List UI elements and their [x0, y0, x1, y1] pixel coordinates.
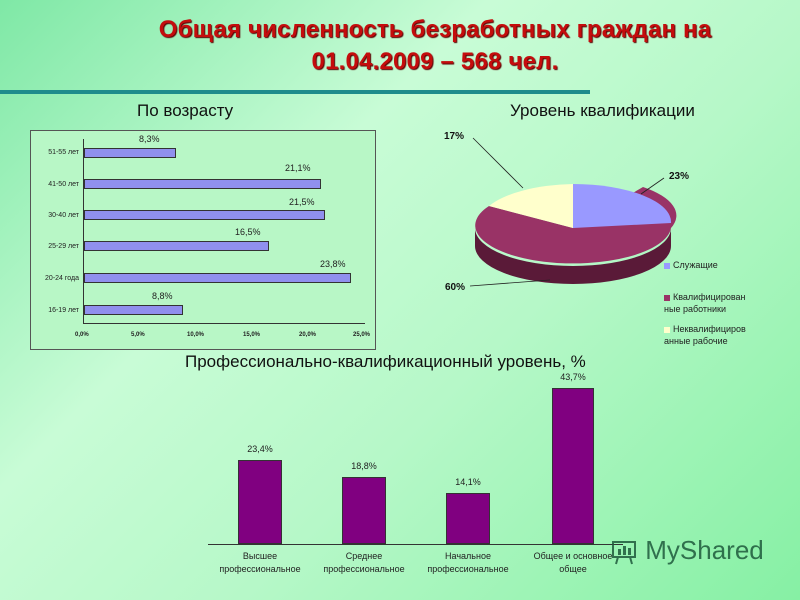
bar-value: 14,1% — [455, 477, 481, 487]
legend-swatch — [664, 262, 670, 269]
category-line: Начальное — [445, 551, 491, 561]
qualification-pie-chart — [469, 137, 677, 287]
watermark: MyShared — [610, 535, 764, 566]
x-tick: 0,0% — [75, 332, 89, 338]
bar-label: 16-19 лет — [48, 307, 79, 314]
bar-general — [552, 388, 594, 544]
bar-16-19 — [84, 305, 183, 315]
category-line: Общее и основное — [533, 551, 613, 561]
bar-secondary — [342, 477, 386, 544]
category-label: Общее и основное общее — [521, 550, 625, 576]
legend-label: Неквалифициров анные рабочие — [664, 324, 746, 346]
category-line: Среднее — [345, 551, 383, 561]
category-line: общее — [559, 564, 587, 574]
legend-swatch — [664, 326, 670, 333]
legend-unskilled: Неквалифициров анные рабочие — [664, 323, 764, 347]
category-line: профессиональное — [323, 564, 405, 574]
bar-51-55 — [84, 148, 176, 158]
title-line-1: Общая численность безработных граждан на — [158, 16, 712, 43]
bar-higher — [238, 460, 282, 544]
category-line: профессиональное — [427, 564, 509, 574]
education-chart-title: Профессионально-квалификационный уровень… — [185, 352, 586, 371]
category-line: профессиональное — [219, 564, 301, 574]
bar-value: 8,3% — [139, 134, 160, 144]
category-line: Высшее — [242, 551, 278, 561]
pie-label-skilled: 60% — [445, 282, 466, 293]
x-tick: 15,0% — [243, 332, 261, 338]
category-label: Высшее профессиональное — [208, 550, 312, 576]
category-label: Начальное профессиональное — [416, 550, 520, 576]
bar-label: 30-40 лет — [48, 212, 79, 219]
legend-label: Служащие — [673, 260, 718, 270]
presentation-board-icon — [612, 541, 636, 565]
bar-20-24 — [84, 273, 351, 283]
bar-30-40 — [84, 210, 325, 220]
bar-primary — [446, 493, 490, 544]
bar-41-50 — [84, 179, 321, 189]
category-label: Среднее профессиональное — [312, 550, 416, 576]
x-tick: 25,0% — [353, 332, 371, 338]
legend-employees: Служащие — [664, 259, 774, 271]
legend-label: Квалифицирован ные работники — [664, 292, 746, 314]
bar-value: 21,1% — [285, 163, 311, 173]
page-title: Общая численность безработных граждан на… — [0, 14, 800, 78]
x-tick: 5,0% — [131, 332, 145, 338]
bar-value: 23,8% — [320, 259, 346, 269]
bar-label: 41-50 лет — [48, 181, 79, 188]
bar-value: 23,4% — [247, 444, 273, 454]
x-tick: 20,0% — [299, 332, 317, 338]
y-axis — [83, 139, 84, 323]
title-divider — [0, 90, 590, 94]
bar-label: 25-29 лет — [48, 243, 79, 250]
pie-label-employees: 23% — [669, 171, 690, 182]
bar-value: 43,7% — [560, 372, 586, 382]
title-line-2: 01.04.2009 – 568 чел. — [311, 48, 559, 75]
bar-25-29 — [84, 241, 269, 251]
x-axis — [208, 544, 623, 545]
bar-value: 8,8% — [152, 291, 173, 301]
legend-skilled: Квалифицирован ные работники — [664, 291, 764, 315]
bar-label: 51-55 лет — [48, 149, 79, 156]
age-bar-chart: 51-55 лет 8,3% 41-50 лет 21,1% 30-40 лет… — [30, 130, 376, 350]
bar-value: 16,5% — [235, 227, 261, 237]
bar-label: 20-24 года — [45, 275, 79, 282]
age-chart-title: По возрасту — [137, 101, 234, 120]
x-axis — [83, 323, 365, 324]
bar-value: 18,8% — [351, 461, 377, 471]
watermark-text: MyShared — [645, 535, 764, 565]
legend-swatch — [664, 294, 670, 301]
bar-value: 21,5% — [289, 197, 315, 207]
pie-chart-title: Уровень квалификации — [510, 101, 695, 120]
x-tick: 10,0% — [187, 332, 205, 338]
pie-label-unskilled: 17% — [444, 131, 465, 142]
